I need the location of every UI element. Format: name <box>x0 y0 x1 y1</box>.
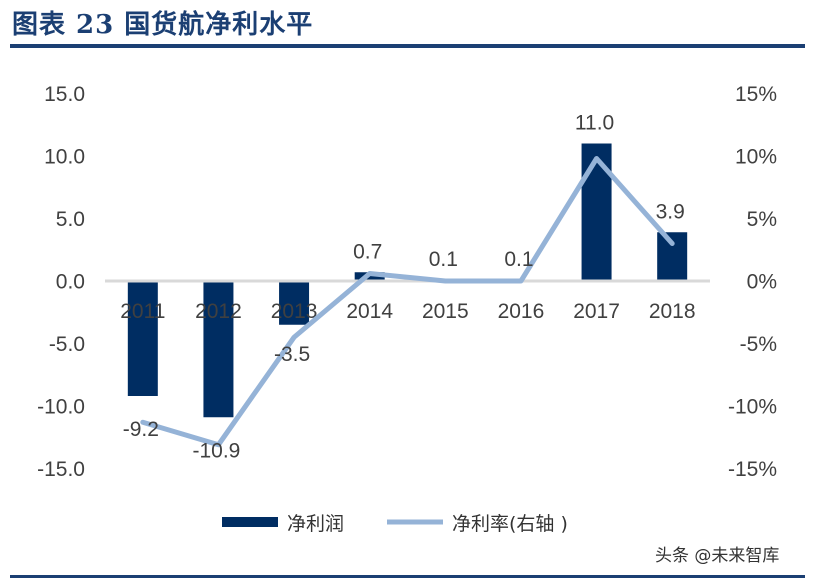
net-margin-line <box>140 156 675 448</box>
left-axis-tick: 10.0 <box>44 146 85 169</box>
bar-data-label: -10.9 <box>193 439 241 462</box>
right-axis-tick: -5% <box>740 333 777 356</box>
bar-data-label: 3.9 <box>656 200 685 223</box>
bar-2011 <box>127 281 158 396</box>
right-axis-tick: -10% <box>728 396 777 419</box>
left-axis-tick: -10.0 <box>37 396 85 419</box>
left-axis-tick: 0.0 <box>56 271 85 294</box>
left-axis-tick: 5.0 <box>56 208 85 231</box>
legend-line-label: 净利率(右轴 ) <box>452 513 568 535</box>
bar-data-label: 11.0 <box>575 112 614 135</box>
bar-2013 <box>279 281 310 325</box>
bar-2018 <box>657 232 688 281</box>
figure-title: 图表 23 国货航净利水平 <box>12 10 314 40</box>
bar-data-label: -9.2 <box>123 418 159 441</box>
category-label: 2015 <box>422 300 469 323</box>
bar-data-label: 0.1 <box>429 248 458 271</box>
category-label: 2012 <box>195 300 242 323</box>
right-axis-tick: 5% <box>747 208 777 231</box>
right-axis-tick: -15% <box>728 458 777 481</box>
left-axis-tick: -5.0 <box>49 333 85 356</box>
left-axis-tick: -15.0 <box>37 458 85 481</box>
category-label: 2018 <box>649 300 696 323</box>
bar-2012 <box>203 281 234 418</box>
bottom-rule <box>10 575 805 578</box>
category-label: 2011 <box>120 300 165 323</box>
right-axis-tick: 15% <box>735 83 777 106</box>
bar-data-label: 0.7 <box>353 240 382 263</box>
right-axis-tick: 10% <box>735 146 777 169</box>
category-label: 2014 <box>346 300 393 323</box>
bar-2017 <box>581 143 612 281</box>
legend-bar-swatch <box>222 517 278 527</box>
left-axis-tick: 15.0 <box>44 83 85 106</box>
legend-bar-label: 净利润 <box>287 513 344 535</box>
bar-data-label: -3.5 <box>274 343 310 366</box>
category-label: 2013 <box>271 300 318 323</box>
watermark: 头条 @未来智库 <box>655 546 780 566</box>
bar-data-label: 0.1 <box>504 248 533 271</box>
category-label: 2017 <box>573 300 620 323</box>
right-axis-tick: 0% <box>747 271 777 294</box>
title-rule <box>10 44 805 48</box>
category-label: 2016 <box>498 300 545 323</box>
